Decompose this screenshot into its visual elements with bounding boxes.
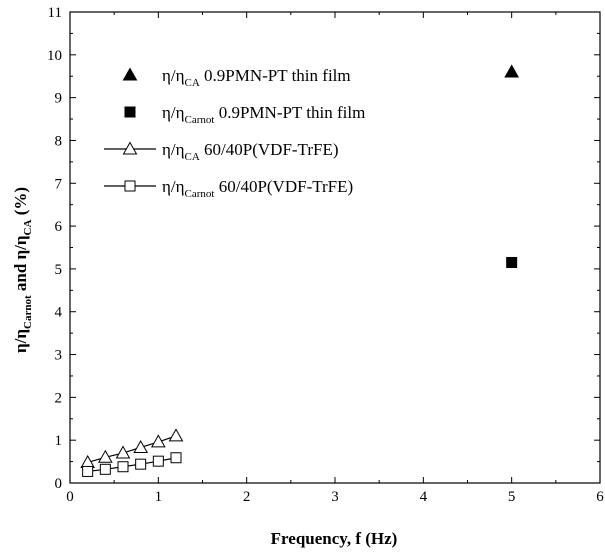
series-2 xyxy=(506,256,518,268)
y-tick-label: 9 xyxy=(55,91,63,107)
y-tick-label: 8 xyxy=(55,133,63,149)
series-2-point xyxy=(506,256,518,268)
y-title-and: and xyxy=(11,259,30,295)
legend-item-2: η/ηCarnot 0.9PMN-PT thin film xyxy=(124,103,365,126)
series-4-point xyxy=(99,463,111,475)
y-title-eta-2: η/η xyxy=(11,235,30,259)
y-title-unit: (%) xyxy=(11,187,30,220)
series-3-point xyxy=(115,445,131,459)
ticks-group: 0 1 2 3 4 5 6 0 1 2 3 4 5 6 7 8 9 10 11 xyxy=(47,5,604,505)
y-tick-label: 3 xyxy=(55,348,63,364)
series-1 xyxy=(504,64,520,78)
series-4-point xyxy=(117,461,129,473)
series-group xyxy=(80,64,520,477)
series-4 xyxy=(82,452,182,477)
x-tick-label: 6 xyxy=(596,489,604,505)
series-4-point xyxy=(170,452,182,464)
legend-label: η/ηCarnot 0.9PMN-PT thin film xyxy=(162,103,365,126)
y-tick-label: 6 xyxy=(55,219,63,235)
x-tick-label: 1 xyxy=(155,489,163,505)
series-3-point xyxy=(168,428,184,442)
legend-label: η/ηCarnot 60/40P(VDF-TrFE) xyxy=(162,177,353,200)
legend-marker xyxy=(122,67,138,81)
y-title-eta: η/η xyxy=(11,329,30,353)
y-tick-label: 10 xyxy=(47,48,62,64)
y-tick-label: 5 xyxy=(55,262,63,278)
y-tick-label: 11 xyxy=(48,5,62,21)
series-3-point xyxy=(97,449,113,463)
series-3 xyxy=(80,428,184,468)
y-tick-label: 4 xyxy=(55,305,63,321)
series-4-point xyxy=(135,458,147,470)
series-1-point xyxy=(504,64,520,78)
legend-item-4: η/ηCarnot 60/40P(VDF-TrFE) xyxy=(104,177,353,200)
legend-label: η/ηCA 0.9PMN-PT thin film xyxy=(162,66,351,89)
legend-marker xyxy=(122,141,138,155)
x-tick-label: 4 xyxy=(420,489,428,505)
x-axis-title: Frequency, f (Hz) xyxy=(271,529,398,548)
series-4-point xyxy=(82,465,94,477)
y-tick-label: 1 xyxy=(55,433,63,449)
series-4-point xyxy=(152,455,164,467)
y-tick-label: 2 xyxy=(55,390,63,406)
x-tick-label: 5 xyxy=(508,489,516,505)
legend-label: η/ηCA 60/40P(VDF-TrFE) xyxy=(162,140,339,163)
legend-marker xyxy=(124,106,136,118)
series-3-point xyxy=(133,439,149,453)
x-tick-label: 2 xyxy=(243,489,251,505)
x-tick-label: 3 xyxy=(331,489,339,505)
y-title-sub-ca: CA xyxy=(22,219,34,235)
y-tick-label: 0 xyxy=(55,476,63,492)
y-axis-title: η/ηCarnot and η/ηCA (%) xyxy=(11,187,34,353)
legend-marker xyxy=(124,180,136,192)
legend-group: η/ηCA 0.9PMN-PT thin film η/ηCarnot 0.9PM… xyxy=(104,66,365,200)
series-3-point xyxy=(150,434,166,448)
y-title-sub-carnot: Carnot xyxy=(22,295,34,329)
y-tick-label: 7 xyxy=(55,176,63,192)
legend-item-1: η/ηCA 0.9PMN-PT thin film xyxy=(122,66,351,89)
x-tick-label: 0 xyxy=(66,489,74,505)
legend-item-3: η/ηCA 60/40P(VDF-TrFE) xyxy=(104,140,339,163)
